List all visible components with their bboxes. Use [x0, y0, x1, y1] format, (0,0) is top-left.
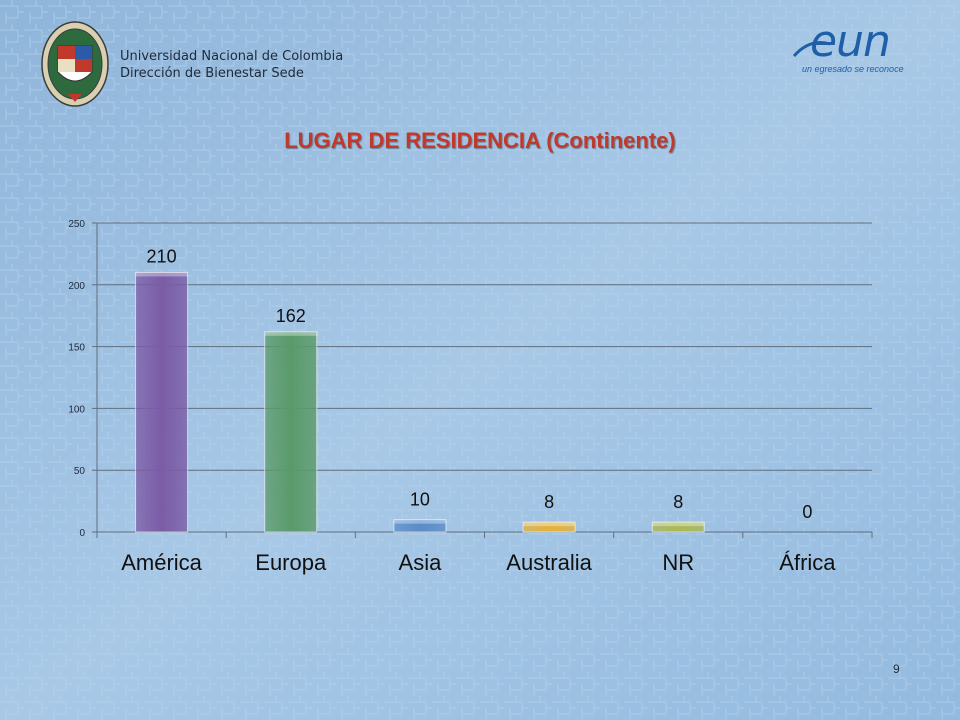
bar-asia [393, 519, 447, 533]
data-label: 8 [544, 492, 554, 512]
institution-text: Universidad Nacional de Colombia Direcci… [120, 48, 343, 82]
bar-europa [264, 331, 318, 533]
y-tick-label: 200 [68, 281, 85, 292]
logo-word: eun [810, 16, 891, 67]
swoosh-icon [792, 41, 831, 58]
bar-américa [135, 271, 189, 533]
institution-name: Universidad Nacional de Colombia [120, 49, 344, 64]
bar-australia [522, 521, 576, 533]
department-name: Dirección de Bienestar Sede [120, 66, 304, 81]
x-tick-label: Australia [506, 550, 592, 575]
y-tick-label: 150 [68, 343, 85, 354]
eun-logo: eun un egresado se reconoce [792, 16, 932, 82]
data-label: 10 [410, 490, 430, 510]
x-tick-label: África [779, 550, 836, 575]
x-tick-label: NR [662, 550, 694, 575]
data-label: 210 [147, 246, 177, 266]
y-tick-label: 0 [79, 528, 85, 539]
x-tick-label: Europa [255, 550, 327, 575]
bar-cap [264, 331, 317, 336]
bar-cap [135, 272, 188, 277]
header: Universidad Nacional de Colombia Direcci… [38, 18, 343, 110]
y-tick-label: 100 [68, 404, 85, 415]
chart-title: LUGAR DE RESIDENCIA (Continente) [284, 128, 676, 153]
y-tick-label: 250 [68, 219, 85, 230]
bar-cap [652, 522, 705, 527]
university-crest-icon [41, 21, 109, 107]
bar-nr [651, 521, 705, 533]
x-tick-label: América [121, 550, 202, 575]
data-label: 0 [802, 502, 812, 522]
data-label: 162 [276, 306, 306, 326]
x-tick-label: Asia [399, 550, 443, 575]
logo-tagline: un egresado se reconoce [802, 64, 904, 74]
bar-cap [523, 522, 576, 527]
page-number: 9 [893, 662, 900, 676]
y-tick-label: 50 [74, 466, 86, 477]
bar-cap [393, 519, 446, 524]
data-label: 8 [673, 492, 683, 512]
